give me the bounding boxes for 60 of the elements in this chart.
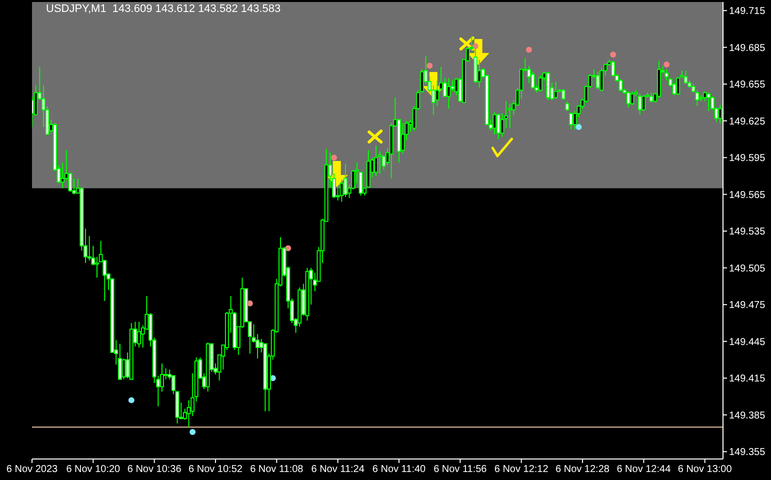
y-tick-label: 149.505 xyxy=(729,263,766,274)
point xyxy=(128,397,134,404)
candlestick xyxy=(554,81,558,100)
candlestick xyxy=(618,78,623,92)
point xyxy=(190,429,196,436)
candlestick xyxy=(569,112,574,130)
x-tick-label: 6 Nov 12:44 xyxy=(616,464,672,476)
candlestick xyxy=(492,112,497,135)
candlestick xyxy=(642,94,646,112)
x-tick-label: 6 Nov 11:56 xyxy=(434,464,488,476)
candlestick xyxy=(706,92,711,112)
candlestick xyxy=(477,59,482,88)
y-tick-label: 149.655 xyxy=(729,80,766,91)
x-tick-label: 6 Nov 12:28 xyxy=(556,464,610,476)
candlestick xyxy=(446,77,451,110)
point xyxy=(664,61,670,68)
candlestick xyxy=(343,163,348,198)
x-tick-label: 6 Nov 11:40 xyxy=(372,464,426,476)
candlestick xyxy=(718,104,722,124)
candlestick xyxy=(630,90,634,106)
candlestick xyxy=(538,75,542,92)
chart-title: USDJPY,M1 143.609 143.612 143.582 143.583 xyxy=(46,3,281,15)
y-tick-label: 149.535 xyxy=(729,226,766,238)
point xyxy=(576,124,582,130)
candlestick xyxy=(596,71,600,90)
x-tick-label: 6 Nov 11:24 xyxy=(311,464,365,476)
x-tick-label: 6 Nov 2023 xyxy=(6,464,58,476)
y-tick-label: 149.625 xyxy=(729,116,766,128)
candlestick xyxy=(611,60,616,78)
x-tick-label: 6 Nov 11:08 xyxy=(250,464,304,476)
candlestick xyxy=(400,122,405,154)
y-tick-label: 149.565 xyxy=(729,190,766,201)
candlestick xyxy=(684,70,688,85)
x-tick-label: 6 Nov 12:12 xyxy=(494,464,549,476)
point xyxy=(526,46,532,53)
y-tick-label: 149.415 xyxy=(729,374,766,385)
x-tick-label: 6 Nov 10:36 xyxy=(127,464,182,476)
x-tick-label: 6 Nov 13:00 xyxy=(678,464,732,476)
x-tick-label: 6 Nov 10:20 xyxy=(66,464,121,476)
candlestick xyxy=(565,100,570,112)
candlestick xyxy=(626,90,630,108)
candlestick xyxy=(508,103,512,129)
candlestick xyxy=(600,68,604,92)
candlestick xyxy=(118,343,122,380)
y-tick-label: 149.385 xyxy=(729,410,766,422)
point xyxy=(426,62,433,69)
y-tick-label: 149.475 xyxy=(729,300,766,312)
y-tick-label: 149.595 xyxy=(729,153,766,164)
point xyxy=(610,52,616,58)
candlestick xyxy=(137,321,142,348)
candlestick xyxy=(561,88,566,101)
candlestick xyxy=(496,112,500,140)
x-tick-label: 6 Nov 10:52 xyxy=(188,464,243,476)
y-tick-label: 149.355 xyxy=(729,447,766,458)
y-tick-label: 149.715 xyxy=(729,6,766,18)
candlestick xyxy=(374,144,378,176)
y-tick-label: 149.685 xyxy=(729,42,766,54)
y-tick-label: 149.445 xyxy=(729,336,766,348)
candlestick xyxy=(94,256,99,278)
point xyxy=(331,154,338,161)
